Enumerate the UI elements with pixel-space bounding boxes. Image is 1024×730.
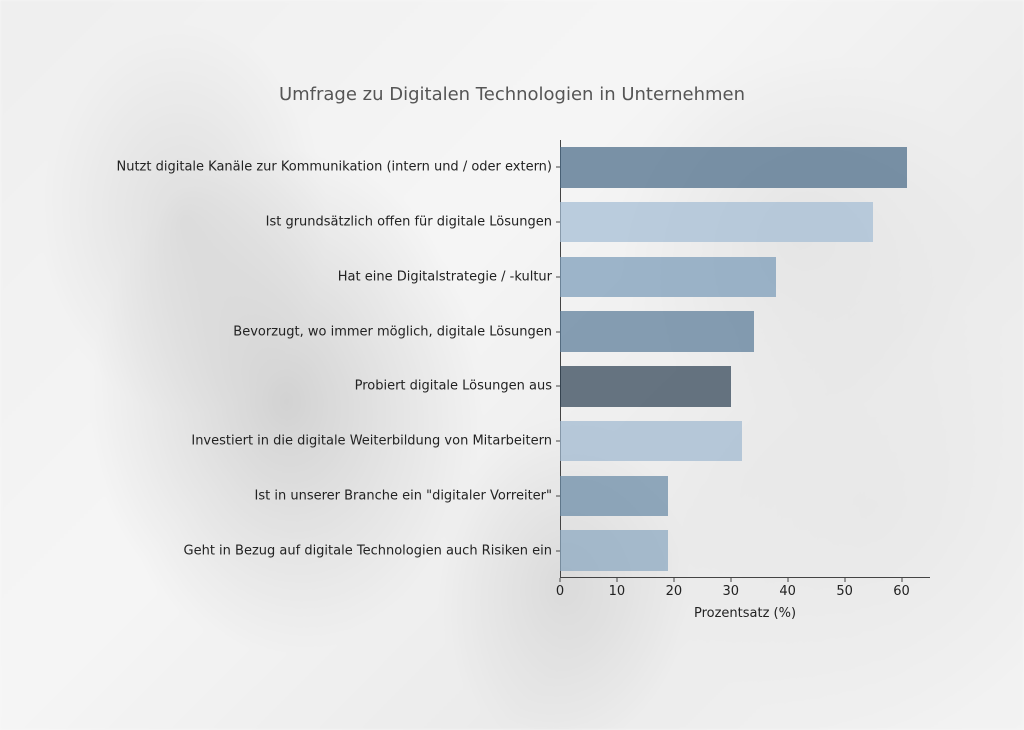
- y-tick-label: Investiert in die digitale Weiterbildung…: [191, 434, 560, 449]
- chart-title: Umfrage zu Digitalen Technologien in Unt…: [0, 84, 1024, 105]
- y-tick-label: Nutzt digitale Kanäle zur Kommunikation …: [117, 160, 561, 175]
- x-tick-label: 40: [779, 578, 796, 599]
- bar: [560, 366, 731, 407]
- x-tick-label: 0: [556, 578, 564, 599]
- y-tick-label: Geht in Bezug auf digitale Technologien …: [184, 543, 560, 558]
- bar: [560, 530, 668, 571]
- x-tick-label: 60: [893, 578, 910, 599]
- bar: [560, 202, 873, 243]
- bar: [560, 421, 742, 462]
- x-tick-label: 10: [609, 578, 626, 599]
- x-tick-label: 20: [666, 578, 683, 599]
- bar: [560, 311, 754, 352]
- bar: [560, 257, 776, 298]
- y-tick-label: Hat eine Digitalstrategie / -kultur: [338, 269, 560, 284]
- bar: [560, 476, 668, 517]
- x-axis-label: Prozentsatz (%): [694, 606, 796, 621]
- bar: [560, 147, 907, 188]
- y-tick-label: Probiert digitale Lösungen aus: [355, 379, 560, 394]
- x-tick-label: 50: [836, 578, 853, 599]
- chart-stage: Umfrage zu Digitalen Technologien in Unt…: [0, 0, 1024, 730]
- y-tick-label: Ist in unserer Branche ein "digitaler Vo…: [255, 488, 560, 503]
- y-tick-label: Bevorzugt, wo immer möglich, digitale Lö…: [233, 324, 560, 339]
- plot-area: Prozentsatz (%) Nutzt digitale Kanäle zu…: [560, 140, 930, 578]
- y-tick-label: Ist grundsätzlich offen für digitale Lös…: [266, 215, 560, 230]
- x-tick-label: 30: [722, 578, 739, 599]
